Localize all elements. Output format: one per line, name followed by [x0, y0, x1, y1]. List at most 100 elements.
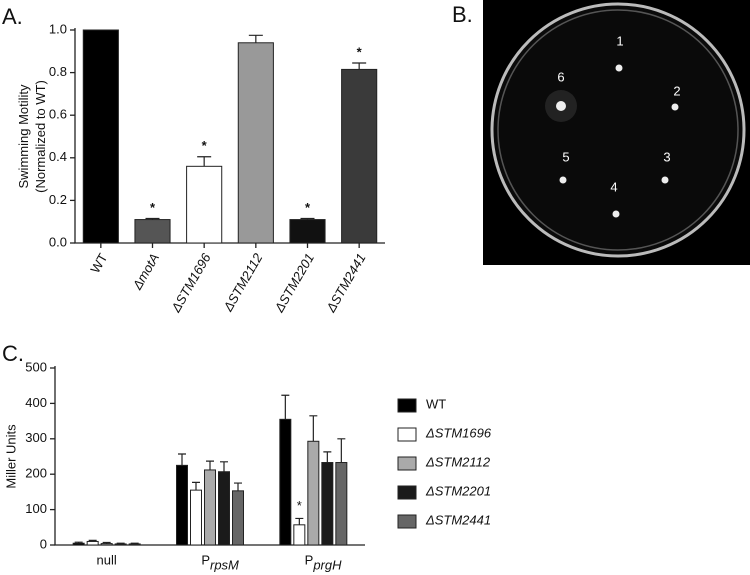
bar	[128, 543, 141, 546]
error-bar	[74, 541, 83, 544]
error-bar	[352, 62, 367, 70]
plate-label: 2	[673, 83, 680, 98]
y-tick-label: 0.4	[49, 149, 67, 164]
error-bar	[337, 438, 346, 463]
x-tick-label: ΔSTM2201	[271, 251, 317, 316]
bar	[218, 471, 230, 546]
y-tick-label: 0.2	[49, 192, 67, 207]
bar	[186, 165, 223, 244]
legend-label: ΔSTM1696	[425, 425, 492, 440]
x-tick-label: null	[97, 552, 117, 567]
bar	[232, 490, 244, 546]
legend-label: WT	[426, 396, 446, 411]
bar	[279, 418, 292, 546]
plate-label: 4	[610, 179, 617, 194]
significance-mark: *	[150, 200, 156, 215]
plate-label: 3	[663, 149, 670, 164]
error-bar	[281, 394, 290, 420]
error-bar	[145, 217, 160, 220]
error-bar	[309, 415, 318, 442]
error-bar	[197, 156, 212, 167]
bar	[72, 542, 85, 546]
significance-mark: *	[297, 498, 302, 513]
significance-mark: *	[202, 138, 208, 153]
plate-label: 1	[616, 33, 623, 48]
bar	[134, 219, 171, 244]
legend-swatch	[397, 427, 417, 442]
y-axis-label-line: (Normalized to WT)	[33, 80, 48, 193]
panel-label: C.	[2, 341, 24, 366]
legend-swatch	[397, 514, 417, 529]
x-tick-label: ΔSTM2441	[323, 251, 369, 316]
y-tick-label: 0.0	[49, 234, 67, 249]
legend-swatch	[397, 398, 417, 413]
error-bar	[130, 542, 139, 544]
error-bar	[248, 34, 263, 43]
error-bar	[88, 539, 97, 542]
y-axis-label: Miller Units	[3, 424, 18, 489]
y-tick-label: 100	[25, 501, 47, 516]
y-axis-label-line: Swimming Motility	[16, 84, 31, 189]
error-bar	[220, 461, 228, 472]
plate-inner	[497, 9, 739, 251]
x-tick-label: ΔSTM2112	[220, 250, 266, 315]
bar	[293, 524, 306, 546]
bar	[289, 219, 326, 244]
x-tick-label: ΔSTM1696	[168, 250, 214, 315]
y-tick-label: 200	[25, 466, 47, 481]
x-tick-subscript: rpsM	[210, 557, 239, 572]
y-tick-label: 500	[25, 359, 47, 374]
error-bar	[323, 451, 332, 463]
bar	[237, 42, 274, 244]
x-tick-label: ΔmotA	[129, 251, 162, 293]
bar	[82, 29, 119, 244]
colony	[556, 101, 566, 111]
legend-label: ΔSTM2201	[425, 483, 491, 498]
error-bar	[300, 217, 315, 220]
y-tick-label: 0.8	[49, 64, 67, 79]
bar	[176, 464, 188, 546]
panel-label: B.	[452, 2, 473, 27]
x-tick-label: P	[305, 552, 314, 567]
legend-label: ΔSTM2112	[425, 454, 491, 469]
bar	[86, 540, 99, 546]
error-bar	[102, 541, 111, 544]
y-axis-label: Swimming Motility (Normalized to WT)	[16, 80, 48, 193]
bar	[190, 489, 202, 546]
x-tick-subscript: prgH	[312, 557, 342, 572]
bar	[335, 462, 348, 546]
y-tick-label: 0	[40, 536, 47, 551]
x-tick-label: WT	[87, 251, 110, 276]
colony	[615, 64, 623, 72]
y-tick-label: 0.6	[49, 107, 67, 122]
significance-mark: *	[305, 200, 311, 215]
colony	[612, 210, 620, 218]
bar	[341, 68, 378, 244]
plate-label: 5	[562, 149, 569, 164]
bar	[307, 440, 320, 546]
legend-label: ΔSTM2441	[425, 512, 491, 527]
bar	[100, 543, 113, 546]
error-bar	[116, 542, 125, 544]
plate-rim	[490, 2, 746, 258]
error-bar	[206, 460, 214, 470]
significance-mark: *	[357, 44, 363, 59]
bar	[321, 462, 334, 546]
y-tick-label: 1.0	[49, 21, 67, 36]
bar	[114, 543, 127, 546]
legend-swatch	[397, 485, 417, 500]
colony	[559, 176, 567, 184]
axis-line	[74, 28, 385, 244]
bar	[204, 469, 216, 546]
legend-swatch	[397, 456, 417, 471]
error-bar	[234, 482, 242, 491]
x-tick-label: P	[201, 552, 210, 567]
plate-label: 6	[557, 69, 564, 84]
y-tick-label: 400	[25, 395, 47, 410]
error-bar	[192, 481, 200, 491]
y-tick-label: 300	[25, 430, 47, 445]
error-bar	[295, 517, 304, 525]
panel-label: A.	[2, 4, 23, 29]
error-bar	[178, 453, 186, 466]
